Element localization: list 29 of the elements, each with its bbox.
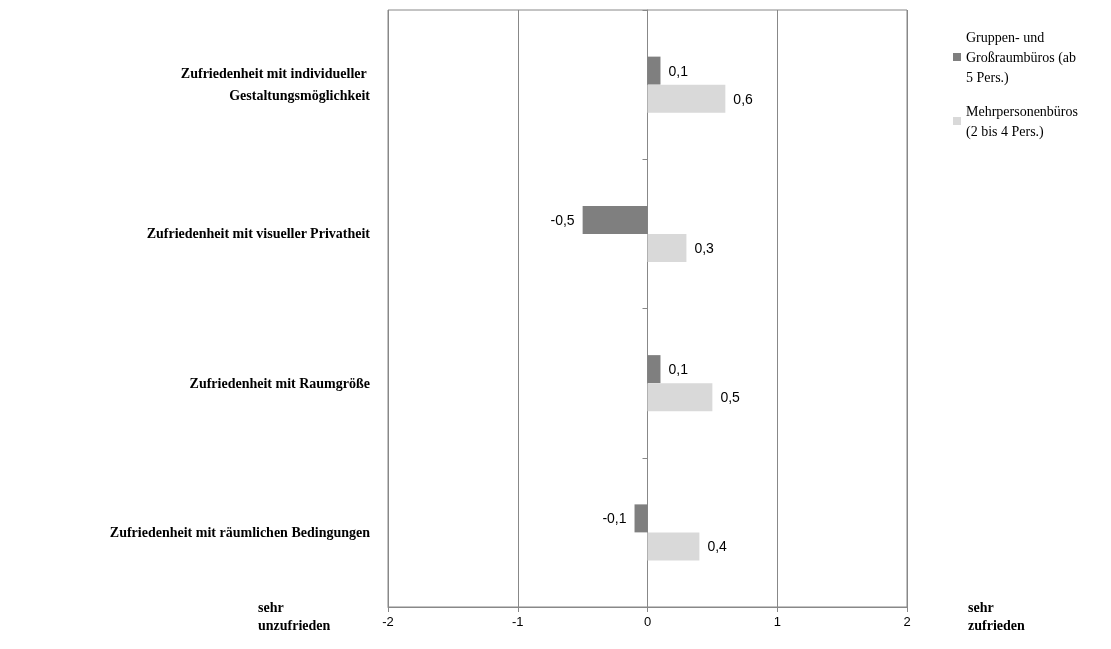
y-tick-label: Zufriedenheit mit Raumgröße	[189, 375, 370, 391]
bar	[634, 504, 648, 533]
data-label: 0,6	[733, 90, 754, 107]
data-label: 0,1	[668, 361, 689, 378]
y-tick-label: Zufriedenheit mit räumlichen Bedingungen	[109, 524, 371, 540]
data-label: -0,1	[602, 510, 627, 527]
y-tick-label: Zufriedenheit mit individueller Gestaltungsmöglichkeit	[180, 66, 371, 104]
x-tick-label: 2	[903, 614, 911, 629]
data-label: 0,1	[668, 62, 689, 79]
bar	[582, 205, 648, 234]
legend-label: Gruppen- und Großraumbüros (ab 5 Pers.)	[966, 29, 1080, 86]
bar	[647, 355, 661, 384]
x-tick-label: -1	[511, 614, 524, 629]
text: sehr unzufrieden	[258, 599, 331, 633]
bar	[647, 532, 700, 561]
legend-label: Mehrpersonenbüros (2 bis 4 Pers.)	[966, 103, 1082, 140]
data-label: -0,5	[550, 211, 575, 228]
bar	[647, 383, 713, 412]
y-tick-label: Zufriedenheit mit visueller Privatheit	[146, 226, 371, 242]
x-tick-label: 0	[643, 614, 652, 629]
data-label: 0,5	[720, 389, 741, 406]
bar	[647, 56, 661, 85]
bar	[647, 233, 687, 262]
text: sehr zufrieden	[968, 599, 1025, 633]
bar	[647, 84, 726, 113]
data-label: 0,3	[694, 239, 715, 256]
data-label: 0,4	[707, 538, 728, 555]
x-tick-label: 1	[773, 614, 781, 629]
x-tick-label: -2	[382, 614, 394, 629]
